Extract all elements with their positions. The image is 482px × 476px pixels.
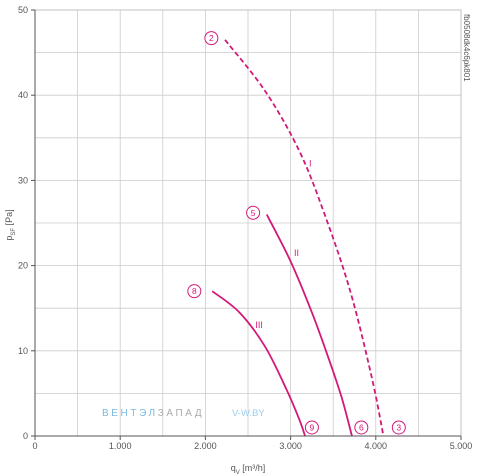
x-axis-label: qV [m³/h] [231, 463, 266, 476]
marker-label: 9 [310, 422, 315, 432]
y-tick-label: 20 [18, 261, 28, 271]
x-tick-label: 5.000 [450, 441, 473, 451]
marker-label: 5 [251, 208, 256, 218]
watermark-site: V-W.BY [232, 408, 265, 419]
marker-label: 3 [396, 422, 401, 432]
marker-label: 2 [209, 33, 214, 43]
marker-label: 8 [192, 286, 197, 296]
marker-circle [187, 284, 202, 299]
marker-label: 6 [359, 422, 364, 432]
marker-circle [354, 420, 369, 435]
curve-label: II [294, 248, 299, 258]
x-tick-label: 0 [32, 441, 37, 451]
x-tick-label: 1.000 [109, 441, 132, 451]
curve-i [224, 39, 385, 437]
y-tick-label: 30 [18, 175, 28, 185]
curve-iii [211, 290, 306, 437]
watermark-part-a: ВЕНТЭЛ [102, 408, 158, 419]
y-tick-label: 40 [18, 90, 28, 100]
watermark-part-b: ЗАПАД [158, 408, 205, 419]
y-tick-label: 0 [23, 431, 28, 441]
watermark: ВЕНТЭЛЗАПАД V-W.BY [102, 408, 265, 419]
curve-ii [265, 214, 353, 437]
x-tick-label: 4.000 [365, 441, 388, 451]
axes: 0 1.000 2.000 3.000 4.000 5.000 0 10 20 30 40 50 qV … [4, 5, 472, 476]
x-tick-label: 2.000 [194, 441, 217, 451]
y-tick-label: 10 [18, 346, 28, 356]
y-axis-label: pSF [Pa] [4, 209, 17, 240]
marker-circle [304, 420, 319, 435]
marker-circle [246, 205, 261, 220]
curve-label: III [255, 320, 263, 330]
curve-label: I [309, 158, 312, 168]
grid [34, 9, 462, 437]
marker-circle [204, 31, 219, 46]
watermark-text: ВЕНТЭЛЗАПАД [102, 408, 204, 419]
x-tick-label: 3.000 [279, 441, 302, 451]
curves [211, 39, 385, 437]
chart-code-label: fb0508dk4c6pk801 [462, 14, 471, 82]
y-tick-label: 50 [18, 5, 28, 15]
marker-circle [391, 420, 406, 435]
